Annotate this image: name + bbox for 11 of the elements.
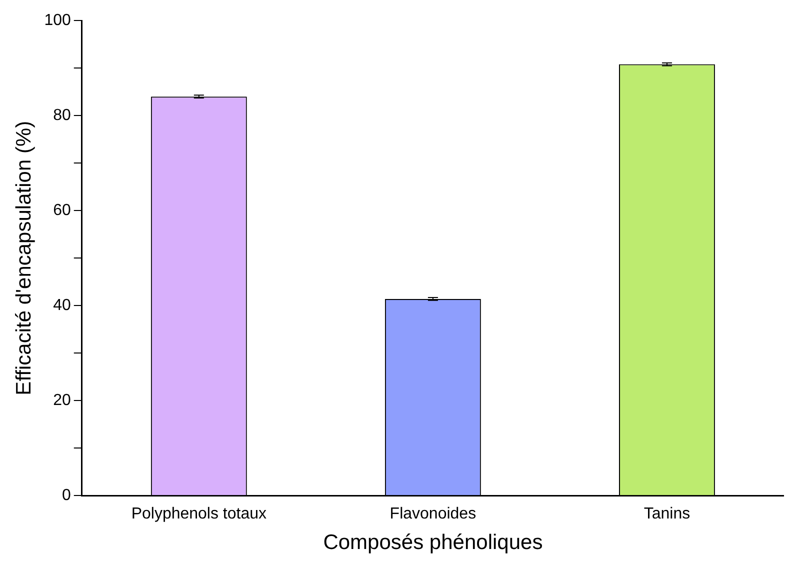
y-tick-label: 0 (62, 487, 71, 504)
y-axis-title: Efficacité d'encapsulation (%) (12, 120, 36, 396)
x-axis-title: Composés phénoliques (323, 531, 543, 554)
y-tick-label: 60 (53, 202, 71, 220)
x-tick-label: Tanins (644, 506, 690, 523)
y-tick-label: 100 (44, 12, 71, 30)
x-tick-label: Polyphenols totaux (131, 506, 267, 523)
y-tick-label: 40 (53, 297, 71, 314)
x-tick-label: Flavonoides (390, 506, 476, 523)
y-tick-label: 20 (53, 392, 71, 410)
y-tick-label: 80 (53, 107, 71, 124)
